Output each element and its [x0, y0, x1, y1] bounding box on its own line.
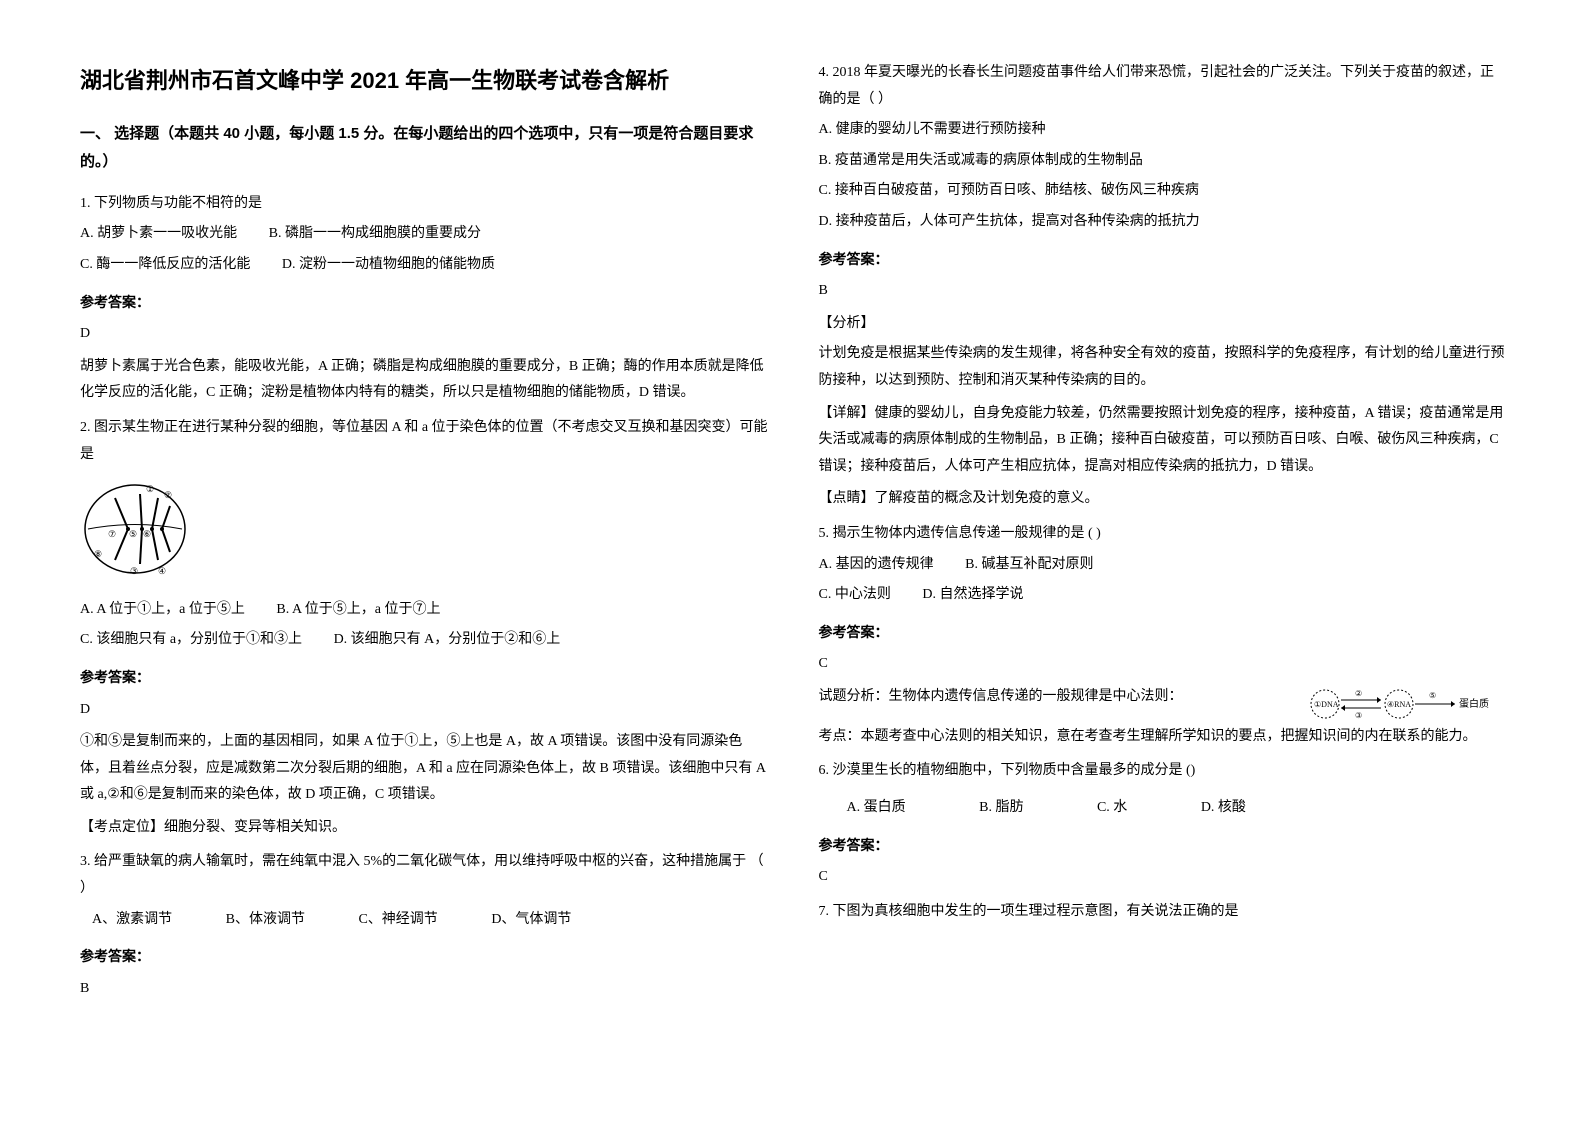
chr-label-4: ④: [158, 566, 166, 576]
q5-stem: 5. 揭示生物体内遗传信息传递一般规律的是 ( ): [819, 521, 1508, 548]
chr-label-5: ⑤: [129, 529, 137, 539]
left-column: 湖北省荆州市石首文峰中学 2021 年高一生物联考试卷含解析 一、 选择题（本题…: [80, 60, 769, 1062]
q3-answer-label: 参考答案：: [80, 943, 769, 970]
q6-option-a: A. 蛋白质: [847, 795, 906, 822]
cell-division-diagram: ① ② ⑤ ⑥ ⑦ ③ ④ ⑧: [80, 480, 190, 578]
q3-option-b: B、体液调节: [226, 907, 305, 934]
q4-analysis-label: 【分析】: [819, 311, 1508, 338]
q7-stem: 7. 下图为真核细胞中发生的一项生理过程示意图，有关说法正确的是: [819, 899, 1508, 926]
q3-answer: B: [80, 976, 769, 1003]
q4-answer-label: 参考答案：: [819, 246, 1508, 273]
q5-answer-label: 参考答案：: [819, 619, 1508, 646]
arrow5-label: ⑤: [1429, 691, 1436, 700]
q4-option-b: B. 疫苗通常是用失活或减毒的病原体制成的生物制品: [819, 148, 1508, 175]
q3-option-d: D、气体调节: [491, 907, 571, 934]
q6-options: A. 蛋白质 B. 脂肪 C. 水 D. 核酸: [819, 795, 1508, 822]
exam-title: 湖北省荆州市石首文峰中学 2021 年高一生物联考试卷含解析: [80, 60, 769, 102]
q5-explanation-wrap: ①DNA ② ③ ④RNA ⑤ 蛋白质 试题分析：生物体内遗传信息传递的一般规律…: [819, 684, 1508, 724]
q4-option-a: A. 健康的婴幼儿不需要进行预防接种: [819, 117, 1508, 144]
question-3: 3. 给严重缺氧的病人输氧时，需在纯氧中混入 5%的二氧化碳气体，用以维持呼吸中…: [80, 849, 769, 1002]
chr-label-8: ⑧: [94, 549, 102, 559]
q5-explanation-2: 考点：本题考查中心法则的相关知识，意在考查考生理解所学知识的要点，把握知识间的内…: [819, 724, 1508, 751]
question-7: 7. 下图为真核细胞中发生的一项生理过程示意图，有关说法正确的是: [819, 899, 1508, 926]
q2-stem: 2. 图示某生物正在进行某种分裂的细胞，等位基因 A 和 a 位于染色体的位置（…: [80, 415, 769, 468]
q4-detail: 【详解】健康的婴幼儿，自身免疫能力较差，仍然需要按照计划免疫的程序，接种疫苗，A…: [819, 401, 1508, 481]
q5-option-a: A. 基因的遗传规律: [819, 552, 934, 579]
right-column: 4. 2018 年夏天曝光的长春长生问题疫苗事件给人们带来恐慌，引起社会的广泛关…: [819, 60, 1508, 1062]
q5-answer: C: [819, 651, 1508, 678]
q2-option-c: C. 该细胞只有 a，分别位于①和③上: [80, 627, 302, 654]
q5-option-b: B. 碱基互补配对原则: [965, 552, 1093, 579]
q2-answer: D: [80, 697, 769, 724]
question-4: 4. 2018 年夏天曝光的长春长生问题疫苗事件给人们带来恐慌，引起社会的广泛关…: [819, 60, 1508, 513]
q6-option-b: B. 脂肪: [979, 795, 1023, 822]
q2-option-d: D. 该细胞只有 A，分别位于②和⑥上: [334, 627, 561, 654]
q4-detail-label: 【详解】: [819, 406, 875, 421]
question-1: 1. 下列物质与功能不相符的是 A. 胡萝卜素一一吸收光能 B. 磷脂一一构成细…: [80, 191, 769, 407]
q1-options-row1: A. 胡萝卜素一一吸收光能 B. 磷脂一一构成细胞膜的重要成分: [80, 221, 769, 248]
question-6: 6. 沙漠里生长的植物细胞中，下列物质中含量最多的成分是 () A. 蛋白质 B…: [819, 758, 1508, 890]
arrow3-label: ③: [1355, 711, 1362, 720]
question-2: 2. 图示某生物正在进行某种分裂的细胞，等位基因 A 和 a 位于染色体的位置（…: [80, 415, 769, 842]
q3-option-a: A、激素调节: [92, 907, 172, 934]
q1-options-row2: C. 酶一一降低反应的活化能 D. 淀粉一一动植物细胞的储能物质: [80, 252, 769, 279]
q1-option-b: B. 磷脂一一构成细胞膜的重要成分: [269, 221, 481, 248]
chr-label-3: ③: [130, 566, 138, 576]
q4-option-c: C. 接种百白破疫苗，可预防百日咳、肺结核、破伤风三种疾病: [819, 178, 1508, 205]
chr-label-1: ①: [146, 484, 154, 494]
q4-detail-text: 健康的婴幼儿，自身免疫能力较差，仍然需要按照计划免疫的程序，接种疫苗，A 错误；…: [819, 406, 1504, 474]
central-dogma-diagram: ①DNA ② ③ ④RNA ⑤ 蛋白质: [1307, 684, 1507, 724]
q4-point: 【点睛】了解疫苗的概念及计划免疫的意义。: [819, 486, 1508, 513]
q4-answer: B: [819, 278, 1508, 305]
q5-options-row1: A. 基因的遗传规律 B. 碱基互补配对原则: [819, 552, 1508, 579]
q2-option-a: A. A 位于①上，a 位于⑤上: [80, 597, 245, 624]
q2-options-row2: C. 该细胞只有 a，分别位于①和③上 D. 该细胞只有 A，分别位于②和⑥上: [80, 627, 769, 654]
q2-explanation-1: ①和⑤是复制而来的，上面的基因相同，如果 A 位于①上，⑤上也是 A，故 A 项…: [80, 729, 769, 809]
question-5: 5. 揭示生物体内遗传信息传递一般规律的是 ( ) A. 基因的遗传规律 B. …: [819, 521, 1508, 751]
q2-option-b: B. A 位于⑤上，a 位于⑦上: [276, 597, 440, 624]
q1-option-d: D. 淀粉一一动植物细胞的储能物质: [282, 252, 495, 279]
q1-stem: 1. 下列物质与功能不相符的是: [80, 191, 769, 218]
q4-analysis: 计划免疫是根据某些传染病的发生规律，将各种安全有效的疫苗，按照科学的免疫程序，有…: [819, 341, 1508, 394]
q5-option-c: C. 中心法则: [819, 582, 891, 609]
q1-answer: D: [80, 321, 769, 348]
q1-option-a: A. 胡萝卜素一一吸收光能: [80, 221, 237, 248]
q6-stem: 6. 沙漠里生长的植物细胞中，下列物质中含量最多的成分是 (): [819, 758, 1508, 785]
chr-label-6: ⑥: [143, 529, 151, 539]
arrow2-label: ②: [1355, 689, 1362, 698]
q1-option-c: C. 酶一一降低反应的活化能: [80, 252, 250, 279]
q4-stem: 4. 2018 年夏天曝光的长春长生问题疫苗事件给人们带来恐慌，引起社会的广泛关…: [819, 60, 1508, 113]
chr-label-2: ②: [164, 490, 172, 500]
q3-stem: 3. 给严重缺氧的病人输氧时，需在纯氧中混入 5%的二氧化碳气体，用以维持呼吸中…: [80, 849, 769, 902]
q1-explanation: 胡萝卜素属于光合色素，能吸收光能，A 正确；磷脂是构成细胞膜的重要成分，B 正确…: [80, 354, 769, 407]
rna-label: ④RNA: [1387, 700, 1411, 709]
chr-label-7: ⑦: [108, 529, 116, 539]
dna-label: ①DNA: [1314, 700, 1339, 709]
q3-options: A、激素调节 B、体液调节 C、神经调节 D、气体调节: [80, 907, 769, 934]
q1-answer-label: 参考答案：: [80, 289, 769, 316]
q6-answer: C: [819, 864, 1508, 891]
section-header: 一、 选择题（本题共 40 小题，每小题 1.5 分。在每小题给出的四个选项中，…: [80, 120, 769, 177]
q2-answer-label: 参考答案：: [80, 664, 769, 691]
protein-label: 蛋白质: [1459, 697, 1489, 710]
q5-option-d: D. 自然选择学说: [922, 582, 1023, 609]
q3-option-c: C、神经调节: [358, 907, 437, 934]
q5-options-row2: C. 中心法则 D. 自然选择学说: [819, 582, 1508, 609]
q6-option-d: D. 核酸: [1201, 795, 1246, 822]
q2-options-row1: A. A 位于①上，a 位于⑤上 B. A 位于⑤上，a 位于⑦上: [80, 597, 769, 624]
q2-explanation-2: 【考点定位】细胞分裂、变异等相关知识。: [80, 815, 769, 842]
q6-option-c: C. 水: [1097, 795, 1127, 822]
q6-answer-label: 参考答案：: [819, 832, 1508, 859]
q4-option-d: D. 接种疫苗后，人体可产生抗体，提高对各种传染病的抵抗力: [819, 209, 1508, 236]
